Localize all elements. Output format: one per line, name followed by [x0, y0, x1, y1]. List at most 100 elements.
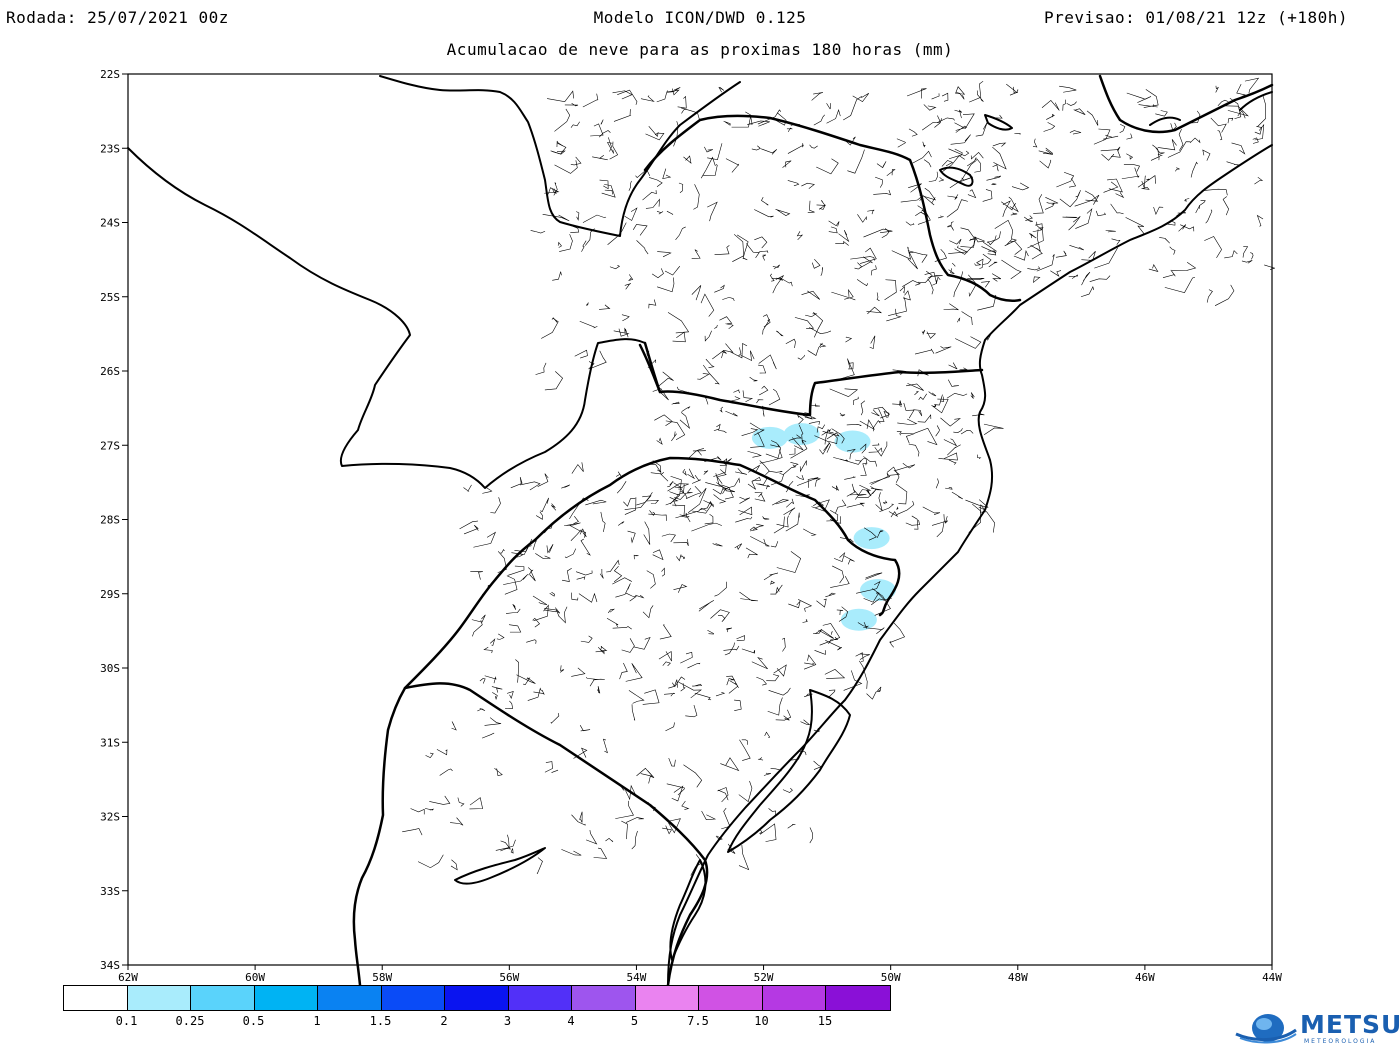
municipal-boundary	[599, 568, 604, 579]
municipal-boundary	[884, 279, 897, 301]
municipal-boundary	[693, 184, 700, 210]
municipal-boundary	[953, 428, 963, 433]
municipal-boundary	[813, 728, 820, 732]
municipal-boundary	[786, 127, 793, 133]
municipal-boundary	[1009, 89, 1019, 96]
municipal-boundary	[659, 624, 672, 640]
municipal-boundary	[723, 120, 731, 126]
municipal-boundary	[540, 497, 549, 513]
municipal-boundary	[747, 450, 762, 458]
municipal-boundary	[477, 707, 486, 712]
municipal-boundary	[1069, 130, 1082, 135]
municipal-boundary	[703, 470, 709, 475]
municipal-boundary	[593, 847, 608, 859]
municipal-boundary	[417, 854, 444, 869]
municipal-boundary	[1166, 220, 1176, 226]
municipal-boundary	[691, 393, 709, 405]
municipal-boundary	[830, 575, 850, 588]
municipal-boundary	[976, 90, 984, 102]
municipal-boundary	[619, 662, 628, 680]
municipal-boundary	[917, 205, 931, 225]
municipal-boundary	[713, 423, 721, 432]
municipal-boundary	[826, 509, 839, 522]
lon-tick-label: 58W	[372, 971, 392, 984]
municipal-boundary	[1210, 117, 1227, 133]
municipal-boundary	[977, 454, 982, 459]
municipal-boundary	[646, 350, 650, 356]
municipal-boundary	[790, 439, 808, 459]
municipal-boundary	[914, 348, 935, 355]
lat-tick-label: 33S	[100, 885, 120, 898]
municipal-boundary	[618, 521, 625, 526]
municipal-boundary	[970, 152, 984, 160]
municipal-boundary	[707, 143, 723, 160]
municipal-boundary	[678, 681, 702, 699]
forecast-valid-label: Previsao: 01/08/21 12z (+180h)	[1044, 8, 1348, 27]
municipal-boundary	[544, 371, 564, 391]
municipal-boundary	[656, 90, 668, 103]
municipal-boundary	[799, 751, 807, 756]
municipal-boundary	[807, 342, 823, 356]
lat-tick-label: 34S	[100, 959, 120, 972]
municipal-boundary	[1236, 84, 1246, 100]
municipal-boundary	[846, 502, 865, 508]
municipal-boundaries	[402, 77, 1275, 876]
municipal-boundary	[627, 530, 636, 544]
municipal-boundary	[763, 572, 778, 581]
municipal-boundary	[504, 575, 518, 595]
municipal-boundary	[878, 408, 885, 422]
municipal-boundary	[569, 525, 586, 538]
municipal-boundary	[828, 433, 838, 444]
municipal-boundary	[866, 489, 872, 497]
municipal-boundary	[599, 304, 611, 310]
municipal-boundary	[1217, 130, 1223, 141]
municipal-boundary	[710, 609, 730, 621]
municipal-boundary	[1121, 167, 1140, 180]
municipal-boundary	[935, 346, 952, 354]
municipal-boundary	[811, 258, 821, 269]
municipal-boundary	[673, 482, 684, 489]
municipal-boundary	[816, 158, 839, 175]
municipal-boundary	[425, 752, 434, 759]
municipal-boundary	[544, 608, 558, 613]
municipal-boundary	[809, 327, 832, 334]
municipal-boundary	[729, 343, 748, 359]
municipal-boundary	[494, 767, 503, 777]
lat-tick-label: 30S	[100, 662, 120, 675]
municipal-boundary	[1046, 113, 1055, 120]
municipal-boundary	[927, 278, 934, 295]
municipal-boundary	[945, 487, 953, 490]
lat-tick-label: 23S	[100, 142, 120, 155]
lagoa-mirim	[669, 859, 707, 961]
municipal-boundary	[676, 554, 682, 562]
municipal-boundary	[671, 785, 684, 802]
snow-accumulation-map[interactable]: 22S23S24S25S26S27S28S29S30S31S32S33S34S …	[0, 0, 1400, 985]
municipal-boundary	[635, 168, 651, 178]
municipal-boundary	[764, 731, 771, 738]
municipal-boundary	[615, 583, 631, 598]
municipal-boundary	[402, 828, 423, 836]
municipal-boundary	[853, 396, 859, 406]
lat-tick-label: 26S	[100, 365, 120, 378]
municipal-boundary	[687, 468, 695, 479]
municipal-boundary	[811, 499, 830, 512]
municipal-boundary	[500, 840, 512, 850]
municipal-boundary	[607, 222, 627, 246]
municipal-boundary	[827, 689, 836, 699]
municipal-boundary	[935, 478, 939, 489]
municipal-boundary	[758, 385, 769, 396]
municipal-boundary	[907, 250, 928, 263]
municipal-boundary	[869, 472, 891, 484]
municipal-boundary	[736, 635, 745, 641]
municipal-boundary	[719, 406, 724, 413]
municipal-boundary	[941, 92, 949, 102]
municipal-boundary	[598, 130, 611, 138]
municipal-boundary	[773, 112, 787, 126]
municipal-boundary	[680, 651, 693, 664]
municipal-boundary	[624, 283, 631, 290]
municipal-boundary	[1180, 224, 1195, 232]
municipal-boundary	[858, 256, 873, 269]
municipal-boundary	[450, 859, 458, 871]
municipal-boundary	[685, 486, 702, 499]
legend-swatch	[381, 986, 445, 1010]
